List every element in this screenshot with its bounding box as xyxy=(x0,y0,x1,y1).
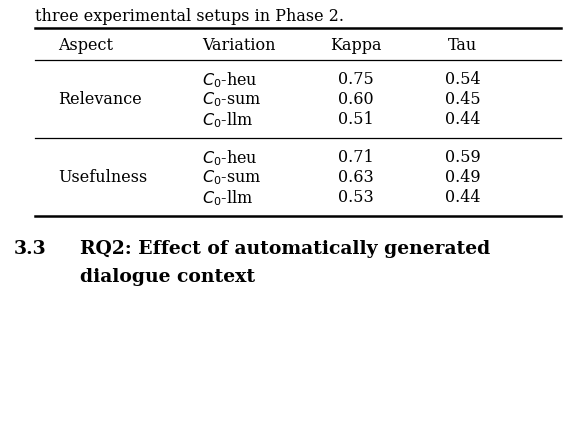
Text: 0.75: 0.75 xyxy=(338,71,373,89)
Text: Kappa: Kappa xyxy=(329,38,381,54)
Text: $\mathit{C}_0$-llm: $\mathit{C}_0$-llm xyxy=(202,110,254,130)
Text: Tau: Tau xyxy=(448,38,477,54)
Text: 3.3: 3.3 xyxy=(14,240,47,258)
Text: 0.63: 0.63 xyxy=(338,170,373,187)
Text: 0.60: 0.60 xyxy=(338,92,373,108)
Text: three experimental setups in Phase 2.: three experimental setups in Phase 2. xyxy=(35,8,344,25)
Text: RQ2: Effect of automatically generated: RQ2: Effect of automatically generated xyxy=(80,240,490,258)
Text: Relevance: Relevance xyxy=(58,92,142,108)
Text: 0.53: 0.53 xyxy=(338,189,373,206)
Text: 0.45: 0.45 xyxy=(444,92,480,108)
Text: 0.71: 0.71 xyxy=(338,149,373,167)
Text: $\mathit{C}_0$-heu: $\mathit{C}_0$-heu xyxy=(202,70,258,90)
Text: $\mathit{C}_0$-sum: $\mathit{C}_0$-sum xyxy=(202,91,262,109)
Text: dialogue context: dialogue context xyxy=(80,268,255,286)
Text: Usefulness: Usefulness xyxy=(58,170,147,187)
Text: 0.54: 0.54 xyxy=(444,71,480,89)
Text: Variation: Variation xyxy=(202,38,276,54)
Text: $\mathit{C}_0$-llm: $\mathit{C}_0$-llm xyxy=(202,188,254,208)
Text: 0.49: 0.49 xyxy=(444,170,480,187)
Text: $\mathit{C}_0$-sum: $\mathit{C}_0$-sum xyxy=(202,169,262,187)
Text: 0.44: 0.44 xyxy=(444,189,480,206)
Text: 0.51: 0.51 xyxy=(338,111,373,129)
Text: 0.44: 0.44 xyxy=(444,111,480,129)
Text: Aspect: Aspect xyxy=(58,38,113,54)
Text: 0.59: 0.59 xyxy=(444,149,480,167)
Text: $\mathit{C}_0$-heu: $\mathit{C}_0$-heu xyxy=(202,148,258,168)
